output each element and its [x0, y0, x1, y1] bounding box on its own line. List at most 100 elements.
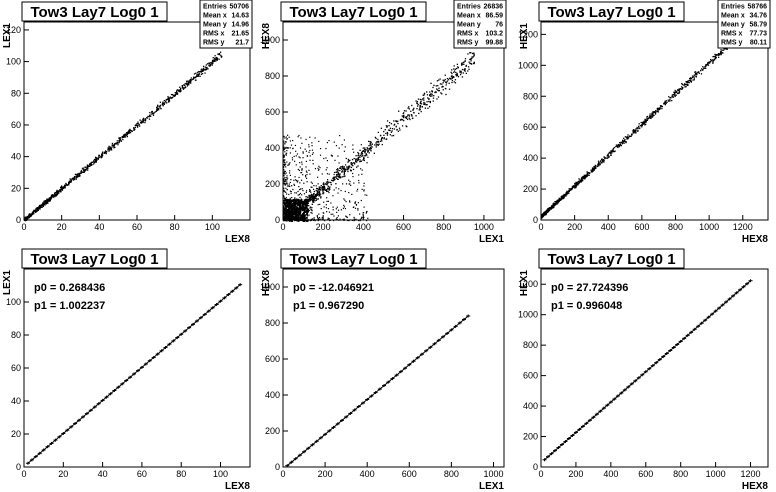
data-point	[361, 155, 363, 158]
data-point	[313, 188, 315, 190]
data-point	[93, 159, 95, 162]
data-point	[725, 48, 727, 50]
data-point	[436, 89, 439, 91]
data-point	[326, 167, 328, 169]
data-point	[55, 194, 57, 197]
data-point	[337, 209, 340, 211]
data-point	[291, 203, 293, 205]
data-point	[580, 177, 583, 179]
data-point	[141, 120, 144, 122]
data-point	[720, 52, 722, 55]
x-tick-label: 0	[280, 469, 285, 479]
data-point	[292, 147, 294, 150]
data-point	[337, 172, 340, 174]
stats-label: Mean x	[203, 13, 227, 20]
data-point	[635, 128, 637, 130]
data-point	[436, 88, 438, 90]
data-point	[292, 139, 294, 142]
data-point	[375, 146, 377, 148]
data-point	[357, 165, 359, 167]
data-point	[669, 98, 671, 101]
data-point	[175, 91, 178, 93]
data-point	[598, 165, 600, 167]
data-point	[284, 179, 287, 181]
data-point	[339, 134, 341, 137]
data-point	[649, 115, 651, 117]
data-point	[471, 52, 474, 55]
data-point	[24, 216, 26, 218]
data-point	[213, 60, 216, 62]
stats-value: 14.63	[231, 13, 249, 20]
data-point	[451, 75, 453, 77]
data-point	[683, 84, 685, 86]
data-point	[587, 171, 590, 174]
data-point	[550, 205, 553, 207]
data-point	[94, 156, 97, 158]
data-point	[412, 109, 414, 111]
data-point	[652, 110, 654, 113]
data-point	[283, 161, 285, 163]
data-point	[326, 189, 328, 191]
data-point	[358, 182, 360, 184]
data-point	[336, 169, 338, 171]
data-point	[216, 59, 218, 61]
data-point	[119, 137, 121, 139]
data-point	[627, 134, 629, 136]
data-point	[660, 106, 662, 108]
data-point	[59, 189, 61, 192]
data-point	[315, 185, 317, 187]
fit-line	[544, 280, 751, 461]
y-tick-label: 1000	[518, 60, 538, 70]
data-point	[335, 183, 337, 185]
y-tick-label: 0	[533, 215, 538, 225]
data-point	[426, 91, 428, 93]
data-point	[311, 153, 314, 155]
data-point	[380, 139, 383, 141]
data-point	[45, 203, 47, 205]
data-point	[453, 76, 455, 79]
data-point	[454, 68, 457, 70]
data-point	[159, 107, 161, 109]
data-point	[303, 209, 306, 212]
data-point	[428, 105, 431, 108]
data-point	[434, 91, 436, 94]
data-point	[50, 196, 52, 198]
data-point	[294, 203, 297, 206]
data-point	[31, 213, 33, 216]
y-tick-label: 400	[265, 143, 280, 153]
data-point	[708, 62, 710, 64]
data-point	[160, 108, 162, 110]
data-point	[126, 132, 128, 135]
data-point	[672, 96, 675, 98]
data-point	[295, 150, 297, 152]
data-point	[641, 123, 643, 125]
data-point	[161, 103, 164, 105]
data-point	[597, 164, 600, 166]
data-point	[639, 127, 641, 129]
data-point	[460, 72, 463, 74]
data-point	[463, 69, 465, 71]
stats-value: 21.7	[235, 40, 249, 47]
data-point	[285, 201, 288, 204]
data-point	[286, 193, 288, 195]
data-point	[719, 52, 721, 55]
data-point	[24, 217, 26, 220]
data-point	[63, 187, 65, 189]
y-tick-label: 200	[523, 184, 538, 194]
data-point	[703, 67, 705, 69]
data-point	[300, 207, 302, 209]
data-point	[445, 81, 447, 83]
data-point	[647, 118, 649, 120]
data-point	[111, 144, 114, 147]
data-point	[295, 155, 297, 157]
data-point	[133, 128, 136, 131]
data-point	[543, 211, 546, 213]
data-point	[166, 102, 168, 104]
data-point	[331, 155, 333, 157]
data-point	[37, 209, 40, 211]
data-point	[168, 98, 170, 100]
data-point	[288, 204, 291, 207]
data-point	[619, 144, 621, 147]
data-point	[283, 172, 285, 175]
data-point	[349, 180, 351, 183]
